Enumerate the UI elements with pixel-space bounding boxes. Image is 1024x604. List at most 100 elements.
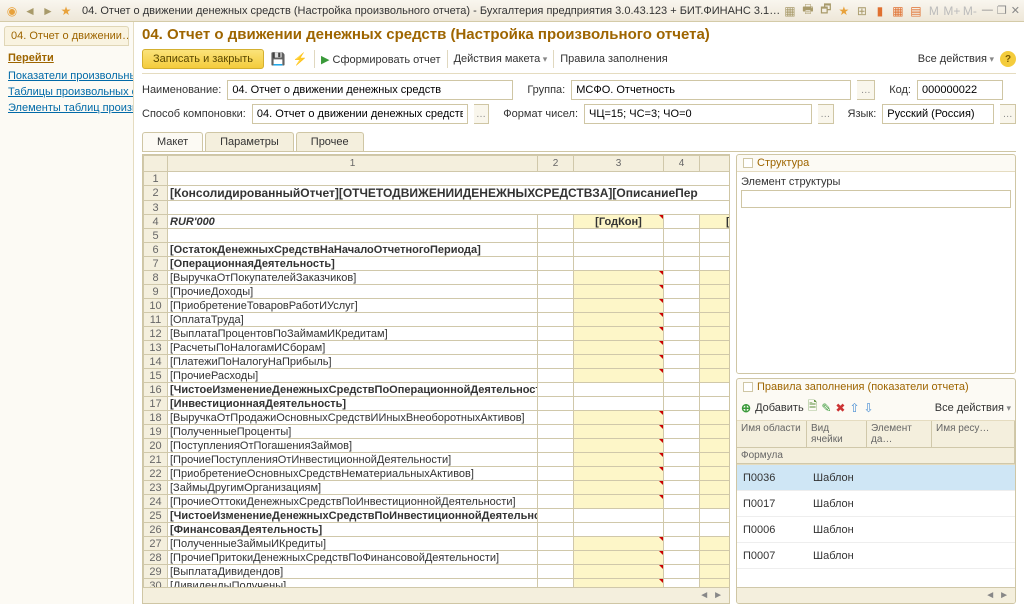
bolt-icon[interactable]: ⚡ bbox=[292, 51, 308, 67]
copy-icon[interactable]: 🗎 bbox=[808, 397, 818, 418]
sheet-row[interactable]: 21[ПрочиеПоступленияОтИнвестиционнойДеят… bbox=[144, 453, 730, 467]
rules-all-actions[interactable]: Все действия bbox=[935, 402, 1011, 414]
sidebar-item[interactable]: Показатели произвольны… bbox=[0, 68, 133, 84]
lang-input[interactable] bbox=[882, 104, 994, 124]
sheet-row[interactable]: 27[ПолученныеЗаймыИКредиты] bbox=[144, 537, 730, 551]
tool-icon[interactable]: ⊞ bbox=[854, 3, 870, 19]
toolbar: Записать и закрыть 💾 ⚡ Сформировать отче… bbox=[142, 49, 1016, 74]
maximize-icon[interactable]: ❐ bbox=[997, 4, 1007, 17]
name-input[interactable] bbox=[227, 80, 513, 100]
titlebar: ◉ ◄ ► ★ 04. Отчет о движении денежных ср… bbox=[0, 0, 1024, 22]
rules-h-scrollbar[interactable]: ◄► bbox=[737, 587, 1015, 603]
sidebar-tab[interactable]: 04. Отчет о движении… bbox=[4, 26, 129, 46]
tool-icon[interactable]: ★ bbox=[836, 3, 852, 19]
sheet-row[interactable]: 8[ВыручкаОтПокупателейЗаказчиков] bbox=[144, 271, 730, 285]
tool-icon[interactable]: 🗗 bbox=[818, 3, 834, 19]
numfmt-select-icon[interactable]: … bbox=[818, 104, 834, 124]
sidebar-heading: Перейти bbox=[0, 50, 133, 68]
minimize-icon[interactable]: — bbox=[982, 4, 993, 17]
down-icon[interactable]: ⇩ bbox=[864, 401, 874, 415]
layout-input[interactable] bbox=[252, 104, 468, 124]
rules-panel: Правила заполнения (показатели отчета) ⊕… bbox=[736, 378, 1016, 604]
code-label: Код: bbox=[889, 84, 911, 96]
sidebar-item[interactable]: Элементы таблиц произв… bbox=[0, 100, 133, 116]
rule-row[interactable]: П0017Шаблон bbox=[737, 491, 1015, 517]
rule-row[interactable]: П0036Шаблон bbox=[737, 465, 1015, 491]
rules-title[interactable]: Правила заполнения (показатели отчета) bbox=[737, 379, 1015, 395]
add-icon[interactable]: ⊕ bbox=[741, 401, 751, 415]
page-title: 04. Отчет о движении денежных средств (Н… bbox=[142, 26, 1016, 43]
tool-icon[interactable]: 🖶 bbox=[800, 3, 816, 19]
sheet-row[interactable]: 19[ПолученныеПроценты] bbox=[144, 425, 730, 439]
nav-back-icon[interactable]: ◄ bbox=[22, 3, 38, 19]
all-actions-button[interactable]: Все действия bbox=[918, 53, 994, 65]
sidebar: 04. Отчет о движении… Перейти Показатели… bbox=[0, 22, 134, 604]
structure-title[interactable]: Структура bbox=[737, 155, 1015, 171]
rules-header: Имя областиВид ячейкиЭлемент да…Имя ресу… bbox=[737, 421, 1015, 448]
up-icon[interactable]: ⇧ bbox=[849, 401, 859, 415]
sheet-row[interactable]: 11[ОплатаТруда] bbox=[144, 313, 730, 327]
group-label: Группа: bbox=[527, 84, 565, 96]
maket-actions-button[interactable]: Действия макета bbox=[454, 53, 548, 65]
group-select-icon[interactable]: … bbox=[857, 80, 875, 100]
window-title: 04. Отчет о движении денежных средств (Н… bbox=[82, 5, 782, 17]
sheet-row[interactable]: 18[ВыручкаОтПродажиОсновныхСредствИИныхВ… bbox=[144, 411, 730, 425]
layout-label: Способ компоновки: bbox=[142, 108, 246, 120]
sheet-row[interactable]: 30[ДивидендыПолучены] bbox=[144, 579, 730, 588]
sidebar-item[interactable]: Таблицы произвольных о… bbox=[0, 84, 133, 100]
spreadsheet[interactable]: 12345 1 2[КонсолидированныйОтчет][ОТЧЕТО… bbox=[142, 154, 730, 604]
save-close-button[interactable]: Записать и закрыть bbox=[142, 49, 264, 69]
rules-button[interactable]: Правила заполнения bbox=[560, 53, 668, 65]
sheet-row[interactable]: 12[ВыплатаПроцентовПоЗаймамИКредитам] bbox=[144, 327, 730, 341]
sheet-row[interactable]: 23[ЗаймыДругимОрганизациям] bbox=[144, 481, 730, 495]
name-label: Наименование: bbox=[142, 84, 221, 96]
sheet-row[interactable]: 26[ФинансоваяДеятельность] bbox=[144, 523, 730, 537]
lang-label: Язык: bbox=[848, 108, 877, 120]
numfmt-input[interactable] bbox=[584, 104, 812, 124]
close-icon[interactable]: ✕ bbox=[1011, 4, 1020, 17]
layout-select-icon[interactable]: … bbox=[474, 104, 490, 124]
tool-icon[interactable]: ▦ bbox=[890, 3, 906, 19]
sheet-row[interactable]: 29[ВыплатаДивидендов] bbox=[144, 565, 730, 579]
add-button[interactable]: Добавить bbox=[755, 402, 804, 414]
fav-icon[interactable]: ★ bbox=[58, 3, 74, 19]
sheet-row[interactable]: 16[ЧистоеИзменениеДенежныхСредствПоОпера… bbox=[144, 383, 730, 397]
sheet-row[interactable]: 15[ПрочиеРасходы] bbox=[144, 369, 730, 383]
sheet-row[interactable]: 14[ПлатежиПоНалогуНаПрибыль] bbox=[144, 355, 730, 369]
sheet-row[interactable]: 7[ОперационнаяДеятельность] bbox=[144, 257, 730, 271]
tab-other[interactable]: Прочее bbox=[296, 132, 364, 151]
sheet-row[interactable]: 25[ЧистоеИзменениеДенежныхСредствПоИнвес… bbox=[144, 509, 730, 523]
save-icon[interactable]: 💾 bbox=[270, 51, 286, 67]
tool-icon[interactable]: ▦ bbox=[782, 3, 798, 19]
structure-panel: Структура Элемент структуры bbox=[736, 154, 1016, 374]
edit-icon[interactable]: ✎ bbox=[821, 401, 831, 415]
m-icon[interactable]: M+ bbox=[944, 3, 960, 19]
group-input[interactable] bbox=[571, 80, 851, 100]
sheet-row[interactable]: 13[РасчетыПоНалогамИСборам] bbox=[144, 341, 730, 355]
code-input[interactable] bbox=[917, 80, 1003, 100]
delete-icon[interactable]: ✖ bbox=[835, 401, 845, 415]
sheet-row[interactable]: 28[ПрочиеПритокиДенежныхСредствПоФинансо… bbox=[144, 551, 730, 565]
sheet-row[interactable]: 20[ПоступленияОтПогашенияЗаймов] bbox=[144, 439, 730, 453]
rule-row[interactable]: П0007Шаблон bbox=[737, 543, 1015, 569]
form-report-button[interactable]: Сформировать отчет bbox=[321, 53, 441, 66]
sheet-row[interactable]: 24[ПрочиеОттокиДенежныхСредствПоИнвестиц… bbox=[144, 495, 730, 509]
sheet-row[interactable]: 17[ИнвестиционнаяДеятельность] bbox=[144, 397, 730, 411]
sheet-row[interactable]: 22[ПриобретениеОсновныхСредствНематериал… bbox=[144, 467, 730, 481]
m-icon[interactable]: M bbox=[926, 3, 942, 19]
tab-maket[interactable]: Макет bbox=[142, 132, 203, 151]
m-icon[interactable]: M- bbox=[962, 3, 978, 19]
lang-select-icon[interactable]: … bbox=[1000, 104, 1016, 124]
sheet-row[interactable]: 10[ПриобретениеТоваровРаботИУслуг] bbox=[144, 299, 730, 313]
h-scrollbar[interactable]: ◄► bbox=[143, 587, 729, 603]
tab-params[interactable]: Параметры bbox=[205, 132, 294, 151]
sheet-row[interactable]: 6[ОстатокДенежныхСредствНаНачалоОтчетног… bbox=[144, 243, 730, 257]
app-icon: ◉ bbox=[4, 3, 20, 19]
tool-icon[interactable]: ▮ bbox=[872, 3, 888, 19]
structure-input[interactable] bbox=[741, 190, 1011, 208]
tool-icon[interactable]: ▤ bbox=[908, 3, 924, 19]
help-icon[interactable]: ? bbox=[1000, 51, 1016, 67]
sheet-row[interactable]: 9[ПрочиеДоходы] bbox=[144, 285, 730, 299]
nav-fwd-icon[interactable]: ► bbox=[40, 3, 56, 19]
rule-row[interactable]: П0006Шаблон bbox=[737, 517, 1015, 543]
